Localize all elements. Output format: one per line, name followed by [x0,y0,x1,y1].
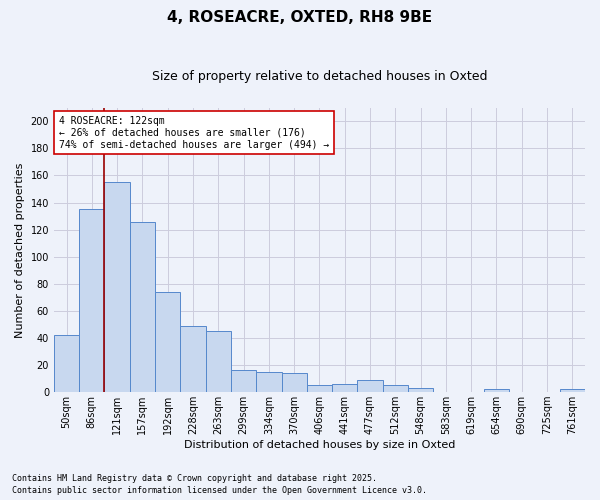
Bar [130,222,155,392]
Bar [332,384,358,392]
Bar [484,390,509,392]
Bar [256,372,281,392]
Bar [358,380,383,392]
Bar [206,331,231,392]
Bar [155,292,181,392]
X-axis label: Distribution of detached houses by size in Oxted: Distribution of detached houses by size … [184,440,455,450]
Text: 4, ROSEACRE, OXTED, RH8 9BE: 4, ROSEACRE, OXTED, RH8 9BE [167,10,433,25]
Title: Size of property relative to detached houses in Oxted: Size of property relative to detached ho… [152,70,487,83]
Bar [307,386,332,392]
Bar [560,390,585,392]
Bar [181,326,206,392]
Bar [281,373,307,392]
Bar [231,370,256,392]
Text: 4 ROSEACRE: 122sqm
← 26% of detached houses are smaller (176)
74% of semi-detach: 4 ROSEACRE: 122sqm ← 26% of detached hou… [59,116,329,150]
Bar [104,182,130,392]
Bar [408,388,433,392]
Bar [79,210,104,392]
Bar [54,336,79,392]
Y-axis label: Number of detached properties: Number of detached properties [15,162,25,338]
Bar [383,386,408,392]
Text: Contains HM Land Registry data © Crown copyright and database right 2025.
Contai: Contains HM Land Registry data © Crown c… [12,474,427,495]
